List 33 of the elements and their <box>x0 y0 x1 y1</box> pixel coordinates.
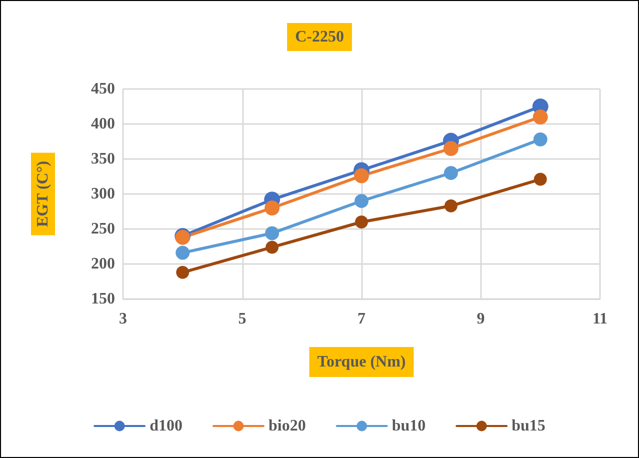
legend-label: d100 <box>150 418 182 434</box>
legend-label: bio20 <box>268 418 306 434</box>
x-tick-label: 7 <box>358 310 366 328</box>
point <box>534 172 547 186</box>
y-tick-label: 350 <box>91 150 115 168</box>
y-tick-label: 300 <box>91 186 115 202</box>
x-tick-label: 11 <box>592 310 608 328</box>
point <box>176 246 190 260</box>
point <box>265 226 280 240</box>
point <box>266 240 279 254</box>
x-axis-title: Torque (Nm) <box>317 354 406 370</box>
y-axis-title: EGT (C°) <box>34 160 52 228</box>
point <box>354 194 368 208</box>
point <box>532 110 548 124</box>
point <box>355 216 368 228</box>
point <box>444 199 458 212</box>
point <box>444 166 458 180</box>
y-tick-label: 400 <box>91 116 115 132</box>
point <box>354 168 369 184</box>
x-tick-label: 3 <box>119 310 127 328</box>
y-tick-label: 450 <box>91 80 115 98</box>
y-tick-label: 150 <box>91 290 115 308</box>
point <box>264 200 280 216</box>
point <box>176 266 190 279</box>
chart-title: C-2250 <box>295 28 344 46</box>
legend-label: bu15 <box>512 418 546 434</box>
x-tick-label: 9 <box>476 310 485 328</box>
point <box>443 141 458 156</box>
point <box>533 132 548 146</box>
legend-label: bu10 <box>392 418 426 434</box>
y-tick-label: 200 <box>91 256 115 272</box>
y-tick-label: 250 <box>91 220 115 238</box>
x-tick-label: 5 <box>238 310 246 328</box>
